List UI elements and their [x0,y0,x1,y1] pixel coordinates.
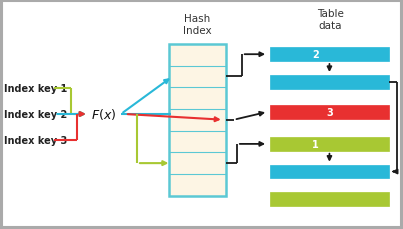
Bar [270,105,389,119]
Text: 3: 3 [326,107,333,117]
Bar [270,165,389,179]
Bar [270,137,389,151]
Text: 1: 1 [312,139,318,149]
Text: Hash
Index: Hash Index [183,14,212,35]
Text: Index key 1: Index key 1 [4,83,67,93]
Text: Table
data: Table data [317,9,344,31]
Text: Index key 2: Index key 2 [4,109,67,120]
Text: $F(x)$: $F(x)$ [91,107,116,122]
Bar [270,76,389,89]
Bar [270,48,389,62]
Bar [169,45,226,196]
Bar [270,192,389,206]
Text: 2: 2 [312,50,318,60]
Text: Index key 3: Index key 3 [4,136,67,146]
